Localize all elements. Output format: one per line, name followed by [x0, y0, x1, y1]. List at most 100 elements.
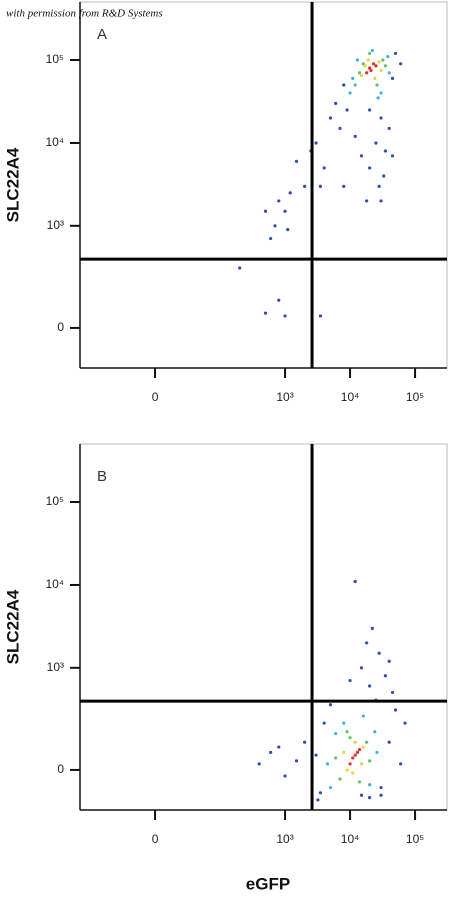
event-dot: [368, 66, 372, 70]
event-dot: [357, 748, 362, 752]
event-dot: [338, 126, 342, 130]
event-dot: [361, 745, 365, 749]
event-dot: [379, 793, 383, 797]
event-dot: [353, 579, 357, 584]
event-dot: [348, 736, 352, 740]
event-dot: [353, 740, 357, 744]
event-dot: [314, 753, 318, 757]
event-dot: [399, 62, 403, 66]
event-dot: [379, 91, 383, 95]
y-axis-label: SLC22A4: [3, 147, 22, 222]
y-tick-label: 10⁵: [46, 52, 64, 66]
event-dot: [390, 154, 395, 158]
event-dot: [348, 762, 352, 766]
event-dot: [387, 71, 391, 75]
y-tick-label: 10³: [47, 218, 64, 232]
event-dot: [393, 708, 398, 712]
plot-frame: [79, 443, 448, 811]
event-dot: [368, 108, 372, 112]
event-dot: [374, 141, 378, 145]
event-dot: [269, 236, 273, 241]
event-dot: [373, 730, 377, 734]
event-dot: [328, 116, 333, 120]
event-dot: [374, 64, 378, 68]
y-axis-label: SLC22A4: [3, 589, 22, 664]
event-dot: [318, 791, 323, 795]
event-dot: [334, 732, 338, 736]
panel-label: B: [97, 468, 107, 485]
event-dot: [379, 116, 383, 120]
event-dot: [370, 626, 374, 630]
event-dot: [368, 51, 372, 56]
event-dot: [345, 108, 349, 112]
event-dot: [322, 721, 326, 725]
event-dot: [353, 83, 357, 87]
event-dot: [318, 184, 323, 188]
x-axis-label: eGFP: [246, 874, 290, 893]
event-dot: [359, 154, 364, 158]
event-dot: [403, 721, 407, 725]
event-dot: [334, 756, 338, 760]
event-dot: [355, 58, 360, 62]
event-dot: [368, 783, 372, 787]
event-dot: [361, 714, 365, 718]
event-dot: [263, 209, 268, 213]
event-dot: [365, 199, 369, 203]
event-dot: [342, 83, 346, 87]
event-dot: [286, 227, 290, 232]
event-dot: [328, 785, 333, 790]
event-dot: [366, 58, 370, 62]
event-dot: [377, 651, 381, 655]
event-dot: [359, 762, 364, 766]
event-dot: [277, 745, 281, 749]
event-dot: [368, 684, 372, 688]
event-dot: [277, 298, 281, 302]
event-dot: [303, 740, 307, 744]
event-dot: [368, 759, 372, 763]
y-tick-label: 0: [57, 320, 64, 334]
event-dot: [257, 762, 261, 766]
event-dot: [283, 314, 287, 318]
event-dot: [353, 134, 357, 138]
event-dot: [348, 91, 352, 95]
event-dot: [263, 311, 268, 315]
event-dot: [294, 759, 299, 763]
event-dot: [273, 224, 277, 228]
event-dot: [368, 166, 372, 170]
event-dot: [351, 76, 355, 81]
event-dot: [288, 191, 292, 195]
event-dot: [294, 159, 299, 163]
y-tick-label: 10⁴: [45, 135, 64, 149]
event-dot: [318, 314, 323, 318]
panel-label: A: [97, 26, 107, 43]
event-dot: [342, 750, 346, 754]
event-dot: [375, 83, 379, 87]
event-dot: [325, 762, 330, 766]
x-tick-label: 10³: [276, 832, 293, 846]
event-dot: [377, 60, 381, 64]
y-tick-label: 10⁴: [45, 577, 64, 591]
event-dot: [373, 76, 377, 81]
event-dot: [359, 666, 364, 670]
event-dot: [328, 703, 333, 707]
event-dot: [345, 730, 349, 734]
x-tick-label: 10⁴: [341, 832, 360, 846]
event-dot: [386, 54, 390, 59]
event-dot: [345, 768, 349, 772]
event-dot: [351, 756, 355, 760]
event-dot: [277, 199, 281, 203]
x-tick-label: 0: [152, 832, 159, 846]
event-dot: [387, 659, 391, 663]
event-dot: [383, 149, 388, 153]
event-dot: [399, 762, 403, 766]
event-dot: [283, 209, 287, 213]
event-dot: [390, 76, 395, 81]
x-tick-label: 10⁵: [406, 390, 424, 404]
permission-note: with permission from R&D Systems: [6, 8, 163, 20]
x-tick-label: 10³: [276, 390, 293, 404]
event-dot: [377, 184, 381, 188]
event-dot: [357, 71, 362, 75]
event-dot: [238, 266, 242, 270]
event-dot: [359, 73, 364, 78]
y-tick-label: 10³: [47, 660, 64, 674]
